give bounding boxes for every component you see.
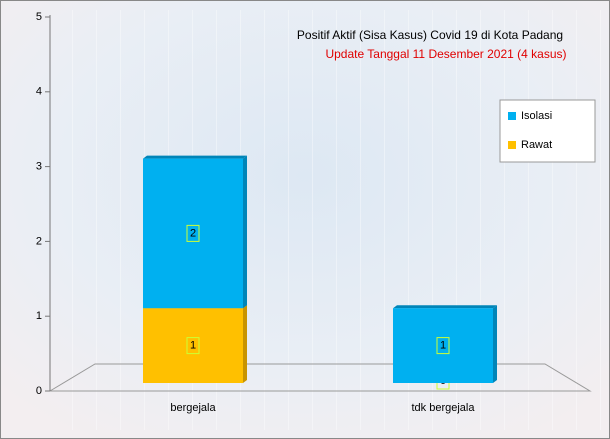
data-label: 2 xyxy=(190,227,196,239)
legend-label: Rawat xyxy=(521,139,552,151)
data-label: 1 xyxy=(190,340,196,352)
x-tick-label: bergejala xyxy=(170,402,216,414)
y-tick-label: 4 xyxy=(36,86,42,98)
background-grid xyxy=(50,10,605,430)
legend-label: Isolasi xyxy=(521,110,552,122)
x-tick-label: tdk bergejala xyxy=(412,402,476,414)
bar-top xyxy=(393,305,497,309)
legend-swatch xyxy=(508,141,516,149)
data-label-box xyxy=(436,337,450,355)
bar-side xyxy=(243,155,247,309)
bar xyxy=(393,308,493,383)
legend xyxy=(499,99,596,163)
data-label: 1 xyxy=(440,340,446,352)
legend-swatch xyxy=(508,112,516,120)
chart-subtitle: Update Tanggal 11 Desember 2021 (4 kasus… xyxy=(325,47,566,61)
y-tick-label: 0 xyxy=(36,385,42,397)
data-label-box xyxy=(186,224,200,242)
bar-top xyxy=(143,155,247,159)
data-label-box xyxy=(186,337,200,355)
y-tick-label: 2 xyxy=(36,235,42,247)
chart-title: Positif Aktif (Sisa Kasus) Covid 19 di K… xyxy=(297,28,563,42)
bar-side xyxy=(493,305,497,383)
y-tick-label: 5 xyxy=(36,11,42,23)
bar-side xyxy=(243,305,247,383)
floor xyxy=(48,363,592,392)
bar xyxy=(143,308,243,383)
y-tick-label: 3 xyxy=(36,161,42,173)
y-tick-label: 1 xyxy=(36,310,42,322)
bar xyxy=(143,158,243,309)
